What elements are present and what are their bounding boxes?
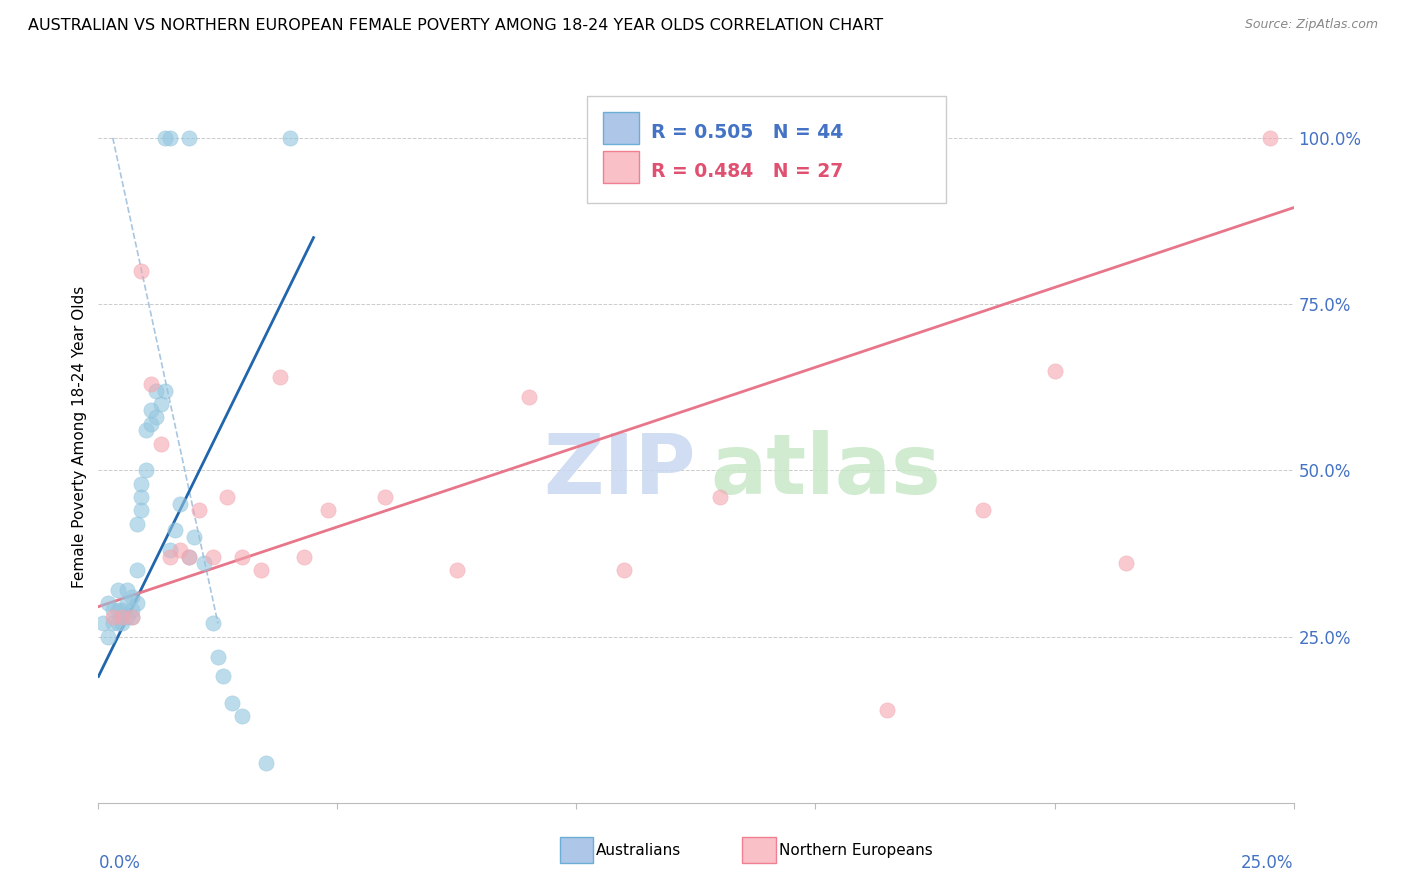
- Text: Northern Europeans: Northern Europeans: [779, 843, 932, 857]
- Point: [131, 490, 153, 504]
- Point: [269, 370, 291, 384]
- Point: [374, 490, 396, 504]
- Point: [316, 503, 339, 517]
- Point: [876, 703, 898, 717]
- Point: [207, 649, 229, 664]
- Point: [131, 503, 153, 517]
- Point: [111, 609, 134, 624]
- Point: [169, 497, 191, 511]
- Point: [193, 557, 215, 571]
- Point: [107, 582, 129, 597]
- Text: ZIP: ZIP: [544, 430, 696, 511]
- Point: [145, 384, 167, 398]
- Point: [149, 397, 172, 411]
- Point: [1043, 363, 1066, 377]
- Point: [111, 616, 134, 631]
- Point: [250, 563, 273, 577]
- Text: Source: ZipAtlas.com: Source: ZipAtlas.com: [1244, 18, 1378, 31]
- Text: Australians: Australians: [596, 843, 682, 857]
- Point: [139, 417, 162, 431]
- Point: [101, 609, 124, 624]
- Point: [187, 503, 209, 517]
- Point: [131, 476, 153, 491]
- Point: [231, 709, 253, 723]
- Point: [211, 669, 233, 683]
- Point: [115, 582, 138, 597]
- Point: [111, 603, 134, 617]
- Point: [446, 563, 468, 577]
- Point: [254, 756, 277, 770]
- Point: [139, 403, 162, 417]
- Point: [202, 549, 225, 564]
- Point: [125, 563, 148, 577]
- Point: [135, 424, 157, 438]
- Text: atlas: atlas: [710, 430, 941, 511]
- Text: 0.0%: 0.0%: [98, 854, 141, 872]
- Point: [1258, 131, 1281, 145]
- Point: [139, 376, 162, 391]
- Point: [972, 503, 994, 517]
- Point: [135, 463, 157, 477]
- Point: [121, 603, 143, 617]
- Y-axis label: Female Poverty Among 18-24 Year Olds: Female Poverty Among 18-24 Year Olds: [72, 286, 87, 588]
- Point: [217, 490, 239, 504]
- Point: [169, 543, 191, 558]
- Point: [111, 609, 134, 624]
- Point: [221, 696, 243, 710]
- Point: [709, 490, 731, 504]
- Point: [179, 131, 201, 145]
- Text: R = 0.505   N = 44: R = 0.505 N = 44: [651, 123, 842, 142]
- Point: [101, 616, 124, 631]
- Point: [121, 609, 143, 624]
- Point: [149, 436, 172, 450]
- Point: [179, 549, 201, 564]
- Text: R = 0.484   N = 27: R = 0.484 N = 27: [651, 161, 842, 180]
- Point: [613, 563, 636, 577]
- Point: [97, 596, 120, 610]
- Point: [231, 549, 253, 564]
- Point: [91, 616, 114, 631]
- Point: [179, 549, 201, 564]
- Point: [121, 590, 143, 604]
- Point: [292, 549, 315, 564]
- Point: [125, 596, 148, 610]
- Point: [125, 516, 148, 531]
- Point: [517, 390, 540, 404]
- Point: [107, 603, 129, 617]
- Point: [202, 616, 225, 631]
- Point: [278, 131, 301, 145]
- Point: [163, 523, 186, 537]
- Point: [97, 630, 120, 644]
- Text: 25.0%: 25.0%: [1241, 854, 1294, 872]
- Point: [155, 384, 177, 398]
- Point: [183, 530, 205, 544]
- Point: [159, 549, 181, 564]
- Point: [101, 603, 124, 617]
- Point: [155, 131, 177, 145]
- Text: AUSTRALIAN VS NORTHERN EUROPEAN FEMALE POVERTY AMONG 18-24 YEAR OLDS CORRELATION: AUSTRALIAN VS NORTHERN EUROPEAN FEMALE P…: [28, 18, 883, 33]
- Point: [1115, 557, 1137, 571]
- Point: [107, 616, 129, 631]
- Point: [121, 609, 143, 624]
- Point: [115, 596, 138, 610]
- Point: [131, 264, 153, 278]
- Point: [115, 609, 138, 624]
- Point: [145, 410, 167, 425]
- Point: [159, 543, 181, 558]
- Point: [159, 131, 181, 145]
